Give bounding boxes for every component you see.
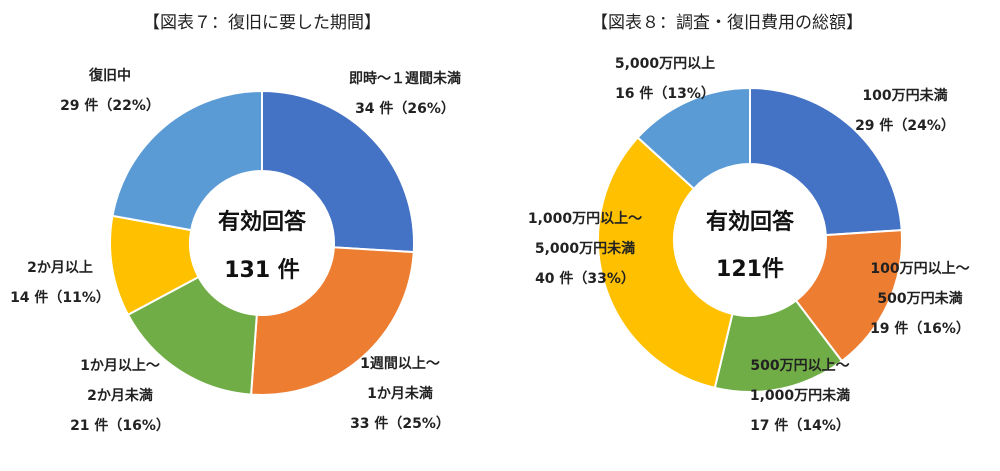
chart7-slice-0 bbox=[261, 89, 415, 254]
chart7-data-label: 14 件（11%） bbox=[10, 290, 110, 306]
chart8-data-label: 19 件（16%） bbox=[870, 321, 970, 337]
chart8-title: 【図表８：調査・復旧費用の総額】 bbox=[591, 13, 863, 33]
chart7-data-label: 34 件（26%） bbox=[355, 101, 455, 117]
chart8-data-label: 16 件（13%） bbox=[615, 86, 715, 102]
chart8-center-label: 有効回答 bbox=[705, 210, 795, 235]
chart7-slice-label: 1か月以上～ bbox=[80, 358, 160, 374]
chart7-data-label: 33 件（25%） bbox=[350, 416, 450, 432]
chart7-slice-label: 1週間以上～ bbox=[360, 356, 440, 372]
chart8-slice-label: 5,000万円以上 bbox=[614, 56, 716, 72]
chart8-data-label: 29 件（24%） bbox=[855, 118, 955, 134]
chart8-slice-label: 500万円以上～ bbox=[750, 358, 850, 374]
chart8-slice-label: 1,000万円以上～ bbox=[527, 211, 643, 227]
chart7-title: 【図表７：復旧に要した期間】 bbox=[143, 13, 381, 33]
chart8-slice-label: 100万円未満 bbox=[862, 88, 948, 104]
chart7-slice-1 bbox=[250, 246, 415, 396]
chart8-slice-label: 100万円以上～ bbox=[870, 261, 970, 277]
chart7-slice-label: 1か月未満 bbox=[367, 386, 433, 402]
chart7-center-label: 131 件 bbox=[224, 258, 300, 283]
chart8-slice-label: 500万円未満 bbox=[877, 291, 963, 307]
chart7-slice-label: 復旧中 bbox=[89, 68, 131, 84]
chart8-slice-3 bbox=[597, 136, 734, 390]
chart7-slice-label: 2か月未満 bbox=[87, 388, 153, 404]
chart8-slice-0 bbox=[749, 86, 903, 237]
chart7-slice-4 bbox=[111, 89, 263, 232]
chart7-data-label: 29 件（22%） bbox=[60, 98, 160, 114]
chart8-slice-label: 5,000万円未満 bbox=[534, 241, 636, 257]
chart7-slice-label: 2か月以上 bbox=[27, 260, 93, 276]
chart8-data-label: 40 件（33%） bbox=[535, 271, 635, 287]
chart8-center-label: 121件 bbox=[716, 257, 784, 282]
chart7-data-label: 21 件（16%） bbox=[70, 418, 170, 434]
chart7-center-label: 有効回答 bbox=[217, 210, 307, 235]
chart7-slice-label: 即時～１週間未満 bbox=[349, 71, 461, 87]
chart8-data-label: 17 件（14%） bbox=[750, 418, 850, 434]
chart8-slice-4 bbox=[636, 86, 751, 191]
chart8-slice-label: 1,000万円未満 bbox=[749, 388, 851, 404]
